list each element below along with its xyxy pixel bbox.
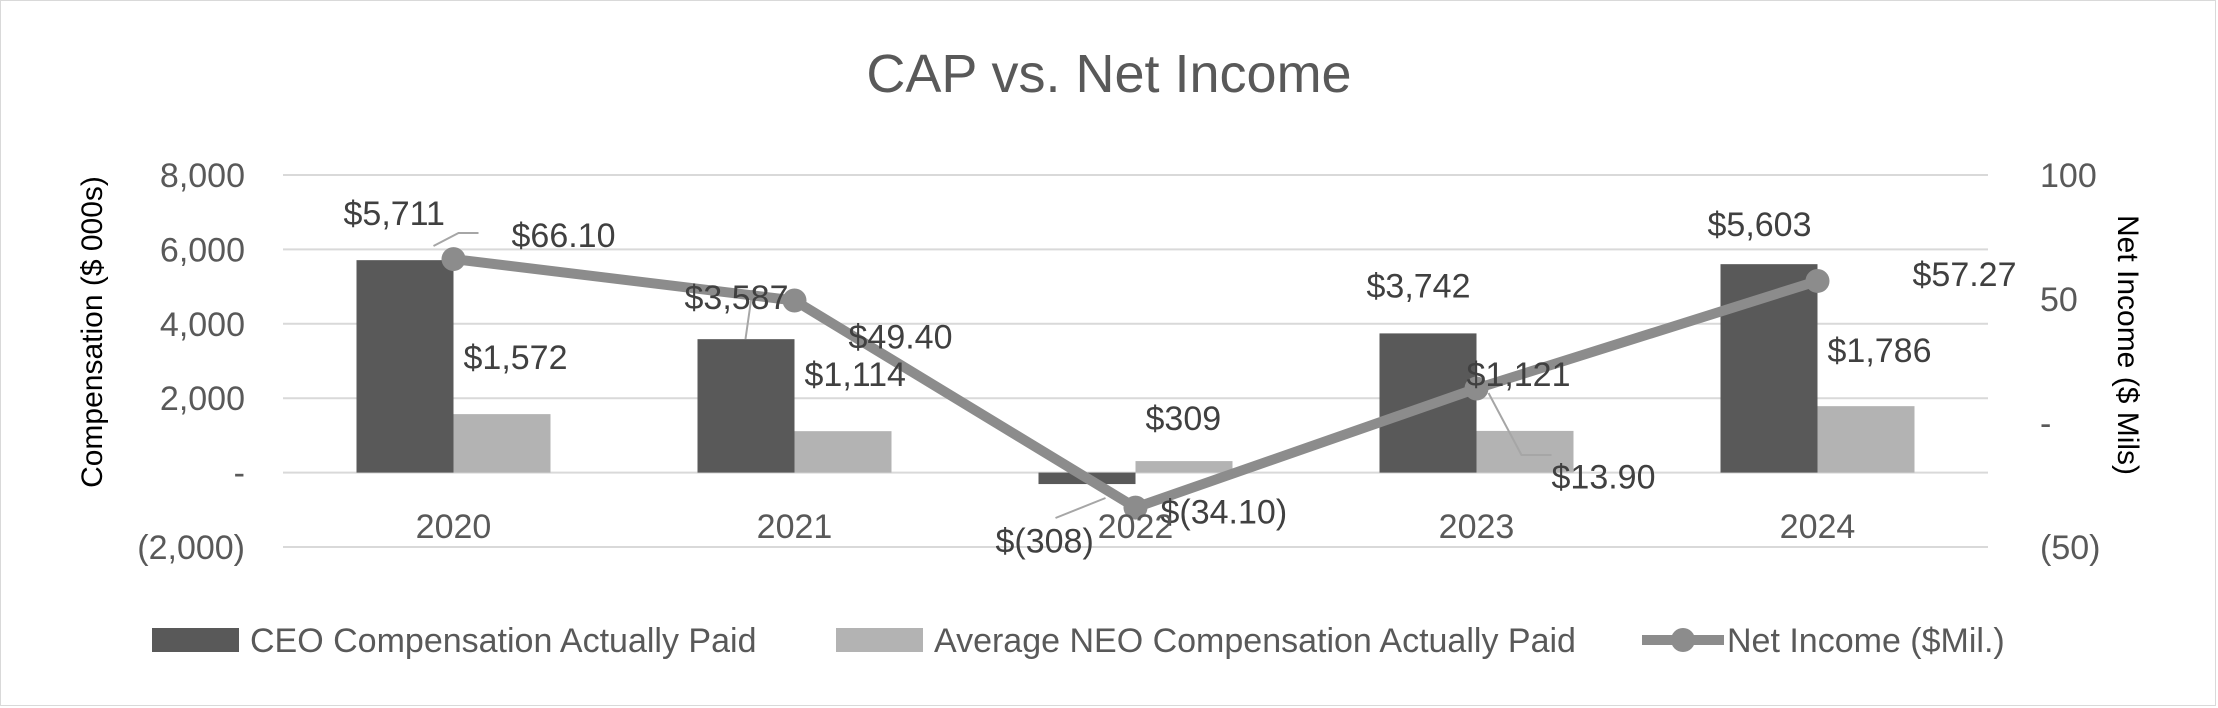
- net-income-data-label: $49.40: [849, 318, 953, 356]
- y-tick-label: 8,000: [160, 157, 245, 195]
- neo-data-label: $1,572: [464, 339, 568, 377]
- neo-bar: [794, 431, 892, 473]
- net-income-marker: [441, 247, 466, 272]
- axes: (2,000) - 2,000 4,000 6,000 8,000 (50) - 50 100 20…: [137, 157, 2100, 567]
- neo-bar: [1817, 406, 1915, 473]
- legend-label: CEO Compensation Actually Paid: [250, 622, 756, 660]
- y-tick-label: -: [234, 455, 245, 493]
- net-income-marker: [1464, 376, 1489, 401]
- x-tick-label: 2021: [757, 508, 833, 546]
- ceo-data-label: $3,587: [685, 279, 789, 317]
- net-income-line: [441, 247, 1830, 520]
- net-income-data-label: $66.10: [512, 217, 616, 255]
- net-income-data-label: $13.90: [1552, 459, 1656, 497]
- y-tick-label: (2,000): [137, 529, 245, 567]
- y-tick-label: 4,000: [160, 306, 245, 344]
- ceo-bar: [697, 339, 795, 473]
- ceo-data-label: $(308): [996, 523, 1094, 561]
- net-income-marker: [1805, 268, 1830, 293]
- legend: CEO Compensation Actually Paid Average NE…: [152, 622, 2005, 660]
- x-tick-label: 2023: [1439, 508, 1515, 546]
- y-tick-label: 6,000: [160, 231, 245, 269]
- neo-data-label: $1,114: [805, 356, 906, 394]
- y2-tick-label: 50: [2040, 281, 2078, 319]
- data-labels: $5,711 $3,587 $(308) $3,742 $5,603 $1,572 $1,1…: [344, 195, 2017, 560]
- y2-tick-label: 100: [2040, 157, 2097, 195]
- legend-label: Average NEO Compensation Actually Paid: [934, 622, 1576, 660]
- neo-bar: [453, 414, 551, 473]
- ceo-data-label: $3,742: [1367, 267, 1471, 305]
- neo-data-label: $1,786: [1828, 332, 1932, 370]
- x-tick-label: 2022: [1098, 508, 1174, 546]
- legend-swatch: [152, 628, 239, 652]
- bars: [356, 260, 1915, 485]
- neo-bar: [1476, 430, 1574, 473]
- net-income-marker: [782, 288, 807, 313]
- y-axis-title: Compensation ($ 000s): [76, 176, 109, 488]
- ceo-data-label: $5,603: [1708, 206, 1812, 244]
- gridlines: [283, 174, 1988, 548]
- y-tick-label: 2,000: [160, 380, 245, 418]
- leader-lines: [433, 232, 1552, 519]
- x-tick-label: 2024: [1780, 508, 1856, 546]
- legend-marker: [1671, 628, 1695, 652]
- legend-swatch: [836, 628, 923, 652]
- leader-line: [433, 232, 479, 247]
- chart-title: CAP vs. Net Income: [866, 44, 1351, 104]
- neo-bar: [1135, 461, 1233, 473]
- leader-line: [1055, 497, 1106, 519]
- net-income-data-label: $(34.10): [1161, 494, 1288, 532]
- ceo-data-label: $5,711: [344, 195, 445, 233]
- x-tick-label: 2020: [416, 508, 492, 546]
- y2-axis-title: Net Income ($ Mils): [2111, 215, 2144, 475]
- net-income-marker: [1123, 495, 1148, 520]
- y2-tick-label: -: [2040, 405, 2051, 443]
- legend-label: Net Income ($Mil.): [1727, 622, 2005, 660]
- neo-data-label: $1,121: [1467, 356, 1571, 394]
- ceo-bar: [356, 260, 454, 473]
- leader-line: [1487, 392, 1552, 456]
- y2-tick-label: (50): [2040, 529, 2100, 567]
- net-income-data-label: $57.27: [1913, 256, 2017, 294]
- neo-data-label: $309: [1146, 400, 1222, 438]
